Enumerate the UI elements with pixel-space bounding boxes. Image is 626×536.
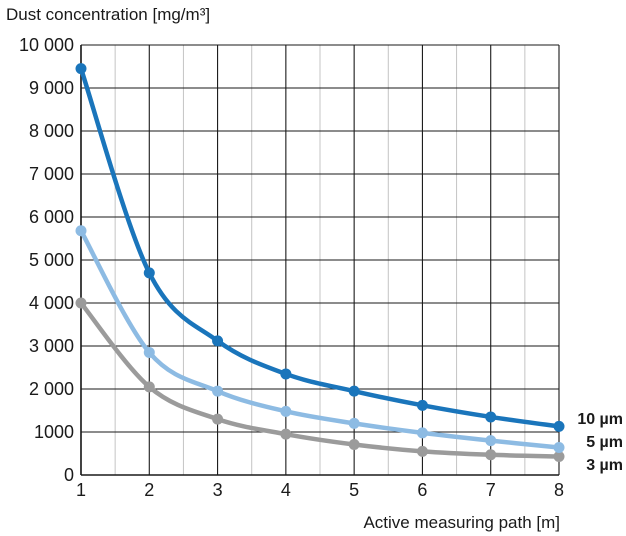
data-point-5m	[75, 225, 87, 237]
data-point-3m	[553, 451, 565, 463]
x-tick-label: 7	[486, 480, 496, 500]
data-point-5m	[416, 427, 428, 439]
data-point-5m	[485, 435, 497, 447]
axes	[80, 45, 559, 476]
data-point-3m	[485, 449, 497, 461]
data-point-3m	[416, 445, 428, 457]
x-tick-label: 5	[349, 480, 359, 500]
data-point-10m	[348, 385, 360, 397]
x-tick-label: 2	[144, 480, 154, 500]
series-lines	[75, 63, 565, 463]
data-point-10m	[280, 368, 292, 380]
data-point-10m	[416, 399, 428, 411]
x-tick-label: 1	[76, 480, 86, 500]
y-tick-label: 2 000	[29, 379, 74, 399]
y-axis-title: Dust concentration [mg/m³]	[6, 5, 210, 24]
data-point-3m	[75, 297, 87, 309]
series-label: 3 µm	[586, 457, 623, 474]
x-tick-label: 8	[554, 480, 564, 500]
data-point-10m	[485, 411, 497, 423]
grid	[80, 44, 560, 476]
y-tick-label: 4 000	[29, 293, 74, 313]
series-labels: 10 µm 5 µm 3 µm	[577, 411, 623, 474]
data-point-5m	[348, 417, 360, 429]
x-tick-label: 6	[417, 480, 427, 500]
data-point-5m	[280, 405, 292, 417]
y-tick-label: 3 000	[29, 336, 74, 356]
data-point-10m	[212, 335, 224, 347]
y-tick-label: 0	[64, 465, 74, 485]
y-tick-label: 9 000	[29, 78, 74, 98]
y-tick-label: 8 000	[29, 121, 74, 141]
y-tick-label: 5 000	[29, 250, 74, 270]
x-tick-labels: 1 2 3 4 5 6 7 8	[76, 480, 564, 500]
x-axis-title: Active measuring path [m]	[363, 513, 560, 532]
series-label: 5 µm	[586, 434, 623, 451]
data-point-3m	[212, 413, 224, 425]
y-tick-labels: 0 1000 2 000 3 000 4 000 5 000 6 000 7 000 8 000…	[19, 35, 74, 485]
data-point-10m	[75, 63, 87, 75]
y-tick-label: 7 000	[29, 164, 74, 184]
y-tick-label: 6 000	[29, 207, 74, 227]
data-point-5m	[553, 441, 565, 453]
data-point-3m	[280, 428, 292, 440]
data-point-3m	[143, 381, 155, 393]
data-point-10m	[553, 420, 565, 432]
y-tick-label: 10 000	[19, 35, 74, 55]
data-point-3m	[348, 438, 360, 450]
data-point-5m	[143, 346, 155, 358]
data-point-10m	[143, 267, 155, 279]
y-tick-label: 1000	[34, 422, 74, 442]
series-label: 10 µm	[577, 411, 623, 428]
data-point-5m	[212, 385, 224, 397]
x-tick-label: 3	[213, 480, 223, 500]
x-tick-label: 4	[281, 480, 291, 500]
